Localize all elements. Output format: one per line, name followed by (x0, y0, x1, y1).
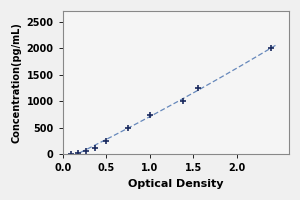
Point (125, 126, 130, 129)
Point (104, 139, 109, 143)
Point (84, 149, 88, 153)
Point (269, 47, 274, 50)
Point (69, 153, 74, 156)
Point (92, 146, 97, 149)
Point (147, 113, 152, 116)
Point (180, 100, 185, 103)
X-axis label: Optical Density: Optical Density (128, 179, 224, 189)
Y-axis label: Concentration(pg/mL): Concentration(pg/mL) (11, 22, 21, 143)
Point (195, 86, 200, 90)
Point (76, 151, 81, 154)
